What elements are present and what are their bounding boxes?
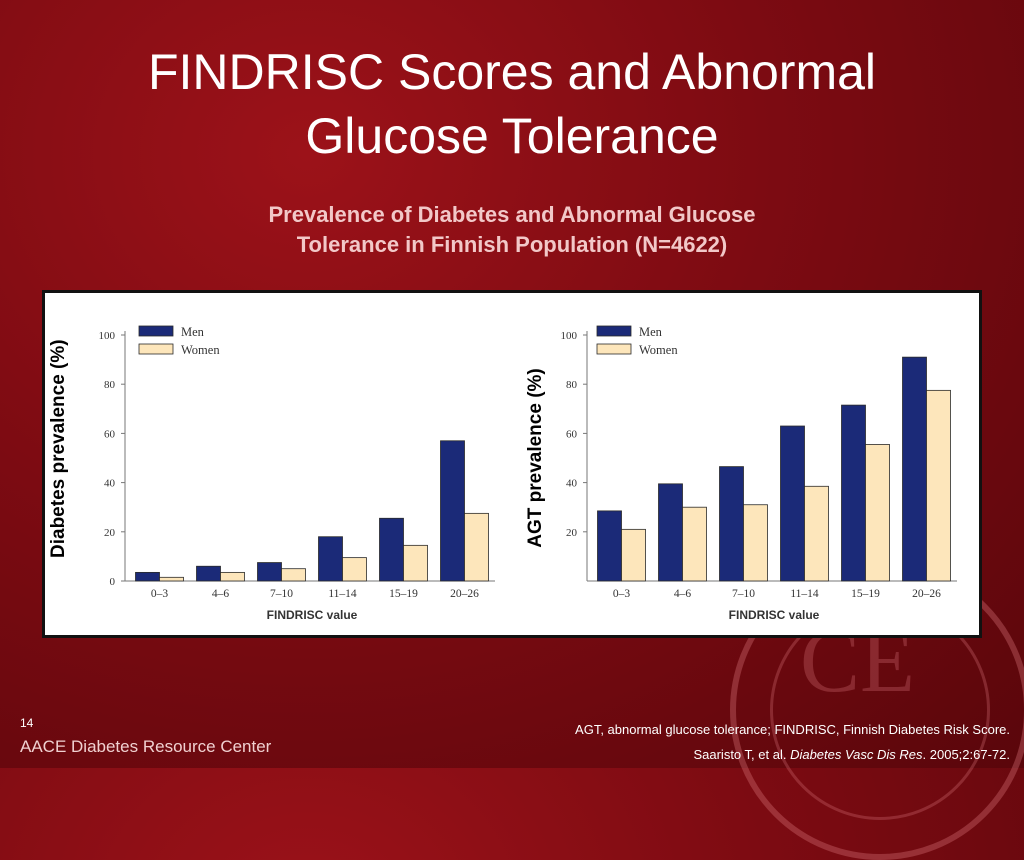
bar-men-0: [135, 571, 160, 582]
citation-rest: . 2005;2:67-72.: [922, 747, 1010, 762]
bar-men-5: [902, 356, 927, 582]
bar-men-3: [318, 536, 343, 582]
citation: Saaristo T, et al. Diabetes Vasc Dis Res…: [693, 747, 1010, 762]
bar-men-0: [597, 510, 622, 582]
citation-journal: Diabetes Vasc Dis Res: [790, 747, 923, 762]
x-tick-label: 15–19: [851, 588, 880, 600]
chart-panel: 0 20 40 60 80 100 0–3 4–6 7–10 11–14 15–19 20–26 FIN…: [42, 290, 982, 638]
x-tick-label: 20–26: [450, 588, 479, 600]
abbreviation-footnote: AGT, abnormal glucose tolerance; FINDRIS…: [575, 722, 1010, 737]
bar-women-0: [621, 528, 646, 582]
legend-swatch-women: [138, 343, 174, 355]
legend-swatch-men: [138, 325, 174, 337]
bar-women-5: [464, 512, 489, 582]
bar-women-1: [682, 506, 707, 582]
y-tick-label: 100: [561, 330, 578, 342]
x-axis-label: FINDRISC value: [729, 608, 820, 622]
diabetes-prevalence-ylabel: Diabetes prevalence (%): [48, 339, 69, 558]
agt-prevalence-chart: 20 40 60 80 100 0–3 4–6 7–10 11–14 15–19 20–26 FIND…: [561, 325, 957, 622]
y-tick-label: 0: [110, 576, 116, 588]
y-tick-label: 60: [104, 428, 116, 440]
x-tick-label: 7–10: [732, 588, 755, 600]
legend-label-men: Men: [181, 325, 205, 339]
x-tick-label: 7–10: [270, 588, 293, 600]
x-tick-label: 11–14: [328, 588, 357, 600]
bar-men-5: [440, 440, 465, 582]
bar-men-4: [841, 404, 866, 582]
bar-women-2: [743, 504, 768, 582]
bar-women-5: [926, 389, 951, 582]
legend-label-women: Women: [639, 343, 678, 357]
bar-men-1: [196, 565, 221, 582]
legend-label-men: Men: [639, 325, 663, 339]
y-tick-label: 60: [566, 428, 578, 440]
bar-men-1: [658, 483, 683, 582]
y-tick-label: 20: [566, 527, 578, 539]
diabetes-prevalence-chart: 0 20 40 60 80 100 0–3 4–6 7–10 11–14 15–19 20–26 FIN…: [99, 325, 495, 622]
citation-authors: Saaristo T, et al.: [693, 747, 791, 762]
legend-swatch-women: [596, 343, 632, 355]
bar-women-0: [159, 576, 184, 582]
x-tick-label: 15–19: [389, 588, 418, 600]
legend-swatch-men: [596, 325, 632, 337]
legend-label-women: Women: [181, 343, 220, 357]
title-line-1: FINDRISC Scores and Abnormal: [147, 44, 877, 100]
agt-prevalence-ylabel: AGT prevalence (%): [525, 368, 546, 548]
bar-men-4: [379, 517, 404, 582]
bar-men-3: [780, 425, 805, 582]
bar-women-4: [865, 444, 890, 582]
y-tick-label: 80: [104, 379, 116, 391]
y-tick-label: 80: [566, 379, 578, 391]
slide-subtitle: Prevalence of Diabetes and Abnormal Gluc…: [0, 200, 1024, 260]
x-tick-label: 20–26: [912, 588, 941, 600]
slide-title: FINDRISC Scores and Abnormal Glucose Tol…: [0, 40, 1024, 168]
y-tick-label: 40: [104, 478, 116, 490]
x-tick-label: 4–6: [212, 588, 230, 600]
y-tick-label: 20: [104, 527, 116, 539]
title-line-2: Glucose Tolerance: [305, 108, 719, 164]
x-tick-label: 4–6: [674, 588, 692, 600]
bar-women-3: [804, 485, 829, 582]
subtitle-line-1: Prevalence of Diabetes and Abnormal Gluc…: [268, 202, 756, 227]
bar-women-1: [220, 571, 245, 582]
brand-label: AACE Diabetes Resource Center: [20, 737, 272, 756]
bar-women-3: [342, 557, 367, 582]
x-axis-label: FINDRISC value: [267, 608, 358, 622]
y-tick-label: 40: [566, 478, 578, 490]
bar-women-2: [281, 568, 306, 582]
slide-number: 14: [20, 716, 34, 730]
x-tick-label: 11–14: [790, 588, 819, 600]
y-tick-label: 100: [99, 330, 116, 342]
subtitle-line-2: Tolerance in Finnish Population (N=4622): [296, 232, 728, 257]
bar-women-4: [403, 544, 428, 582]
bar-men-2: [257, 562, 282, 582]
bar-men-2: [719, 466, 744, 582]
x-tick-label: 0–3: [613, 588, 631, 600]
x-tick-label: 0–3: [151, 588, 169, 600]
